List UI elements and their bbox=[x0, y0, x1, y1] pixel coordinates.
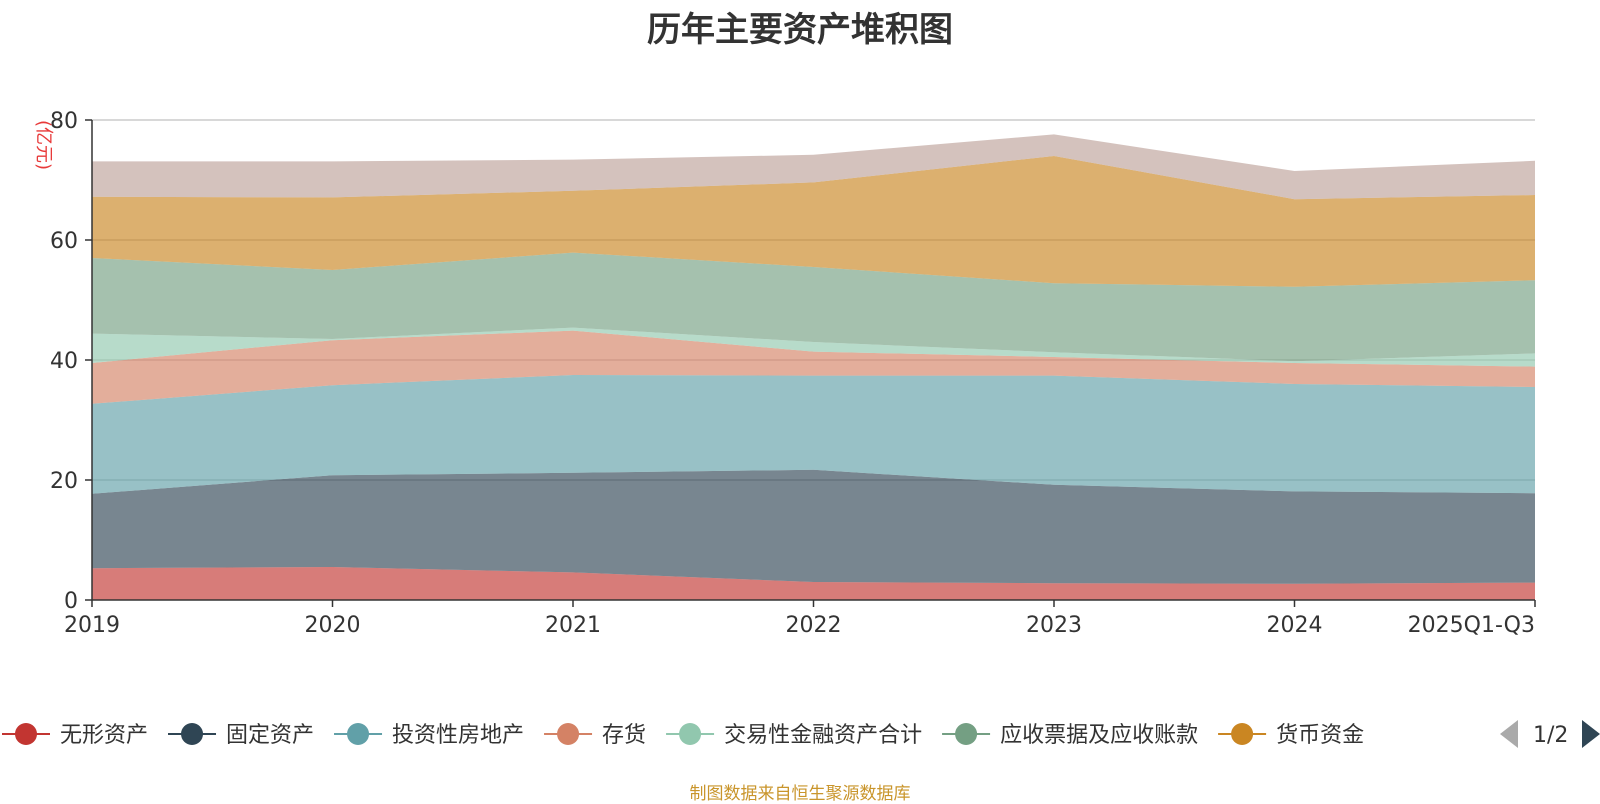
area-series-4 bbox=[92, 327, 1535, 367]
y-tick-label: 0 bbox=[64, 589, 78, 614]
legend-marker bbox=[347, 723, 370, 745]
x-tick-label: 2023 bbox=[1026, 613, 1082, 638]
legend-marker bbox=[1231, 723, 1254, 745]
source-note: 制图数据来自恒生聚源数据库 bbox=[689, 784, 911, 804]
legend-marker bbox=[557, 723, 580, 745]
legend-item-4[interactable]: 交易性金融资产合计 bbox=[666, 723, 922, 748]
legend-marker bbox=[181, 723, 204, 745]
x-tick-label: 2022 bbox=[786, 613, 842, 638]
legend-item-5[interactable]: 应收票据及应收账款 bbox=[942, 723, 1198, 748]
legend-label: 应收票据及应收账款 bbox=[1000, 723, 1198, 748]
legend-label: 存货 bbox=[602, 723, 646, 748]
area-series-6 bbox=[92, 156, 1535, 287]
legend-label: 固定资产 bbox=[226, 723, 314, 748]
legend-prev-page-icon[interactable] bbox=[1500, 720, 1518, 748]
y-tick-label: 40 bbox=[50, 349, 78, 374]
stacked-areas bbox=[92, 134, 1535, 600]
area-series-3 bbox=[92, 330, 1535, 404]
area-series-7 bbox=[92, 134, 1535, 200]
legend-label: 货币资金 bbox=[1276, 723, 1364, 748]
y-tick-label: 80 bbox=[50, 109, 78, 134]
x-tick-label: 2021 bbox=[545, 613, 601, 638]
x-tick-label: 2025Q1-Q3 bbox=[1408, 613, 1535, 638]
area-series-1 bbox=[92, 469, 1535, 584]
area-series-5 bbox=[92, 252, 1535, 362]
area-series-0 bbox=[92, 567, 1535, 600]
y-axis-unit-label: (亿元) bbox=[33, 120, 54, 170]
legend-item-1[interactable]: 固定资产 bbox=[168, 723, 314, 748]
legend: 无形资产 固定资产 投资性房地产 存货 交易性金融资产合计 应收票据及应收账款 货币资金 1/… bbox=[2, 720, 1600, 748]
legend-page-indicator: 1/2 bbox=[1533, 723, 1568, 748]
y-tick-label: 60 bbox=[50, 229, 78, 254]
legend-marker bbox=[679, 723, 702, 745]
legend-next-page-icon[interactable] bbox=[1582, 720, 1600, 748]
area-series-2 bbox=[92, 375, 1535, 494]
legend-item-6[interactable]: 货币资金 bbox=[1218, 723, 1364, 748]
legend-marker bbox=[15, 723, 37, 745]
legend-item-0[interactable]: 无形资产 bbox=[2, 723, 148, 748]
x-tick-label: 2020 bbox=[305, 613, 361, 638]
legend-item-2[interactable]: 投资性房地产 bbox=[334, 723, 524, 748]
y-tick-label: 20 bbox=[50, 469, 78, 494]
legend-item-3[interactable]: 存货 bbox=[544, 723, 646, 748]
chart-title: 历年主要资产堆积图 bbox=[647, 10, 953, 50]
axes: 0 20 40 60 80 2019 2020 2021 2022 2023 2024 2025Q1-… bbox=[33, 109, 1536, 638]
legend-label: 交易性金融资产合计 bbox=[724, 723, 922, 748]
legend-marker bbox=[955, 723, 978, 745]
x-tick-label: 2024 bbox=[1267, 613, 1323, 638]
legend-label: 无形资产 bbox=[60, 723, 148, 748]
x-tick-label: 2019 bbox=[64, 613, 120, 638]
legend-label: 投资性房地产 bbox=[392, 723, 524, 748]
